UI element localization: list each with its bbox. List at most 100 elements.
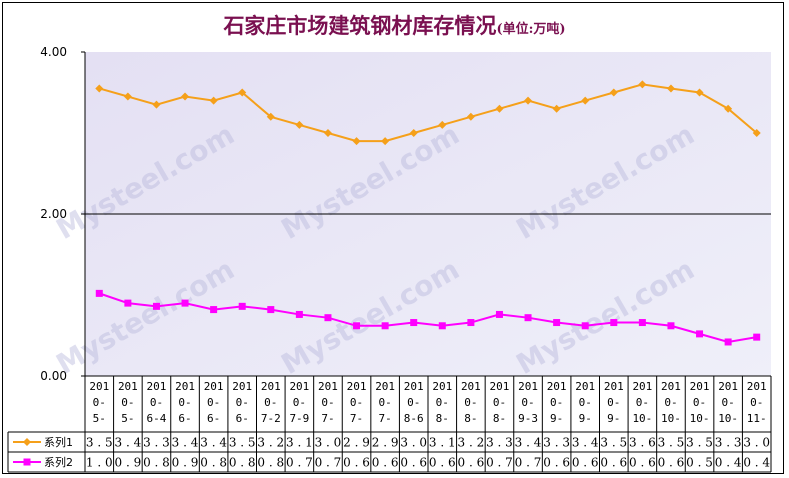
category-label: 0-	[264, 396, 277, 409]
category-label: 201	[347, 380, 367, 393]
series-2-point	[381, 322, 389, 330]
category-label: 8-	[464, 412, 477, 425]
category-label: 7-	[350, 412, 363, 425]
category-label: 201	[232, 380, 252, 393]
series-2-point	[181, 299, 189, 307]
category-label: 201	[261, 380, 281, 393]
category-label: 0-	[121, 396, 134, 409]
series-1-point	[524, 96, 533, 105]
category-label: 0-	[207, 396, 220, 409]
category-label: 10-	[690, 412, 710, 425]
category-label: 10-	[632, 412, 652, 425]
category-label: 8-	[493, 412, 506, 425]
series-1-point	[209, 96, 218, 105]
table-value-series-1: 3 . 5	[600, 436, 627, 450]
series-2-point	[238, 302, 246, 310]
category-label: 8-	[436, 412, 449, 425]
series-1-point	[181, 92, 190, 101]
category-label: 0-	[236, 396, 249, 409]
category-label: 0-	[178, 396, 191, 409]
series-2-point	[295, 310, 303, 318]
series-2-point	[667, 322, 675, 330]
table-value-series-2: 0 . 8	[257, 456, 284, 470]
series-2-point	[553, 319, 561, 327]
series-2-point	[581, 322, 589, 330]
category-label: 0-	[350, 396, 363, 409]
series-line-2	[98, 292, 757, 344]
category-label: 201	[661, 380, 681, 393]
category-label: 0-	[579, 396, 592, 409]
category-label: 0-	[493, 396, 506, 409]
table-value-series-1: 3 . 4	[172, 436, 199, 450]
category-label: 9-	[550, 412, 563, 425]
category-label: 0-	[550, 396, 563, 409]
series-2-point	[124, 299, 132, 307]
series-line-1	[99, 83, 758, 143]
table-value-series-1: 3 . 0	[400, 436, 427, 450]
series-2-point	[210, 306, 218, 314]
category-label: 0-	[636, 396, 649, 409]
category-label: 201	[204, 380, 224, 393]
category-label: 0-	[722, 396, 735, 409]
legend-label-2: 系列2	[44, 455, 73, 469]
category-label: 6-	[207, 412, 220, 425]
series-1-point	[609, 88, 618, 97]
series-2-point	[610, 319, 618, 327]
table-value-series-2: 0 . 6	[600, 456, 627, 470]
category-label: 201	[632, 380, 652, 393]
series-1-point	[95, 84, 104, 93]
category-label: 6-4	[147, 412, 167, 425]
y-tick-label: 0.00	[40, 369, 67, 383]
category-label: 0-	[664, 396, 677, 409]
series-2-point	[152, 302, 160, 310]
category-label: 0-	[321, 396, 334, 409]
category-label: 9-	[579, 412, 592, 425]
table-value-series-1: 2 . 9	[372, 436, 399, 450]
table-value-series-1: 3 . 2	[257, 436, 284, 450]
category-label: 10-	[661, 412, 681, 425]
series-1-point	[552, 104, 561, 113]
table-value-series-2: 0 . 6	[429, 456, 456, 470]
category-label: 201	[89, 380, 109, 393]
table-value-series-2: 0 . 9	[172, 456, 199, 470]
legend-key-marker-1	[23, 438, 31, 446]
category-label: 0-	[293, 396, 306, 409]
table-value-series-1: 3 . 1	[429, 436, 456, 450]
series-1-point	[295, 120, 304, 129]
series-1-point	[123, 92, 132, 101]
table-value-series-1: 2 . 9	[343, 436, 370, 450]
series-2-point	[324, 314, 332, 322]
category-label: 201	[718, 380, 738, 393]
series-2-point	[638, 319, 646, 327]
legend-label-1: 系列1	[44, 435, 73, 449]
category-label: 0-	[93, 396, 106, 409]
series-1-point	[695, 88, 704, 97]
table-value-series-1: 3 . 3	[543, 436, 570, 450]
table-value-series-1: 3 . 2	[458, 436, 485, 450]
table-value-series-1: 3 . 0	[743, 436, 770, 450]
y-tick-label: 2.00	[40, 207, 67, 221]
category-label: 8-6	[404, 412, 424, 425]
table-value-series-2: 0 . 7	[286, 456, 313, 470]
chart-title-unit: (单位:万吨)	[496, 22, 566, 37]
series-1-point	[238, 88, 247, 97]
table-value-series-2: 0 . 7	[515, 456, 542, 470]
table-value-series-1: 3 . 4	[515, 436, 542, 450]
table-value-series-2: 0 . 8	[229, 456, 256, 470]
category-label: 201	[461, 380, 481, 393]
category-label: 0-	[150, 396, 163, 409]
series-1-point	[266, 112, 275, 121]
table-value-series-1: 3 . 4	[572, 436, 599, 450]
table-value-series-2: 0 . 7	[486, 456, 513, 470]
category-label: 11-	[747, 412, 767, 425]
series-2-point	[696, 330, 704, 338]
series-2-point	[495, 310, 503, 318]
series-1-point	[409, 129, 418, 137]
table-value-series-1: 3 . 6	[629, 436, 656, 450]
table-value-series-1: 3 . 5	[86, 436, 113, 450]
table-value-series-2: 0 . 9	[115, 456, 142, 470]
category-label: 0-	[436, 396, 449, 409]
series-1-point	[381, 137, 390, 146]
category-label: 9-3	[518, 412, 538, 425]
category-label: 0-	[521, 396, 534, 409]
